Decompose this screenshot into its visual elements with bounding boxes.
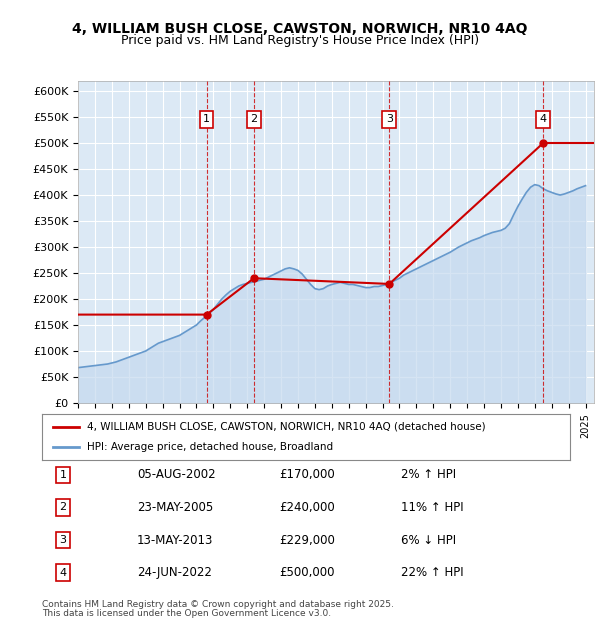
- Text: Price paid vs. HM Land Registry's House Price Index (HPI): Price paid vs. HM Land Registry's House …: [121, 34, 479, 47]
- Text: 6% ↓ HPI: 6% ↓ HPI: [401, 534, 456, 546]
- Text: 3: 3: [386, 114, 393, 124]
- Point: [202, 309, 211, 319]
- Text: 2: 2: [59, 502, 67, 513]
- Text: 4: 4: [59, 567, 67, 578]
- Text: £170,000: £170,000: [280, 469, 335, 481]
- Text: £500,000: £500,000: [280, 566, 335, 579]
- Text: 24-JUN-2022: 24-JUN-2022: [137, 566, 212, 579]
- Text: 1: 1: [59, 470, 67, 480]
- Text: 4, WILLIAM BUSH CLOSE, CAWSTON, NORWICH, NR10 4AQ: 4, WILLIAM BUSH CLOSE, CAWSTON, NORWICH,…: [72, 22, 528, 36]
- Text: This data is licensed under the Open Government Licence v3.0.: This data is licensed under the Open Gov…: [42, 609, 331, 618]
- Point: [385, 279, 394, 289]
- Text: 4, WILLIAM BUSH CLOSE, CAWSTON, NORWICH, NR10 4AQ (detached house): 4, WILLIAM BUSH CLOSE, CAWSTON, NORWICH,…: [87, 422, 485, 432]
- Text: £229,000: £229,000: [280, 534, 335, 546]
- Text: 3: 3: [59, 535, 67, 545]
- Text: 1: 1: [203, 114, 210, 124]
- Text: HPI: Average price, detached house, Broadland: HPI: Average price, detached house, Broa…: [87, 442, 333, 452]
- Text: 2% ↑ HPI: 2% ↑ HPI: [401, 469, 456, 481]
- Text: 23-MAY-2005: 23-MAY-2005: [137, 501, 213, 514]
- Text: 05-AUG-2002: 05-AUG-2002: [137, 469, 215, 481]
- Text: 2: 2: [250, 114, 257, 124]
- Text: 13-MAY-2013: 13-MAY-2013: [137, 534, 214, 546]
- Point: [249, 273, 259, 283]
- Text: £240,000: £240,000: [280, 501, 335, 514]
- Text: 22% ↑ HPI: 22% ↑ HPI: [401, 566, 464, 579]
- Point: [538, 138, 548, 148]
- Text: 4: 4: [539, 114, 547, 124]
- Text: Contains HM Land Registry data © Crown copyright and database right 2025.: Contains HM Land Registry data © Crown c…: [42, 600, 394, 609]
- Text: 11% ↑ HPI: 11% ↑ HPI: [401, 501, 464, 514]
